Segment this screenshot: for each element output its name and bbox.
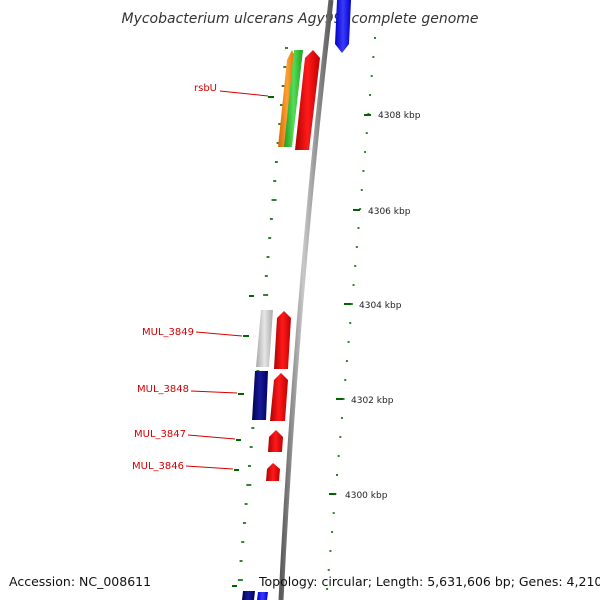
gene-label-MUL_3848: MUL_3848	[137, 384, 189, 395]
gene-label-MUL_3847: MUL_3847	[134, 429, 186, 440]
genome-backbone	[278, 0, 334, 600]
MUL_3847-leader-line	[187, 434, 236, 440]
accession-text: Accession: NC_008611	[9, 574, 152, 589]
feature-navy-3848	[252, 371, 268, 420]
MUL_3849-leader-line	[195, 331, 243, 337]
feature-red-3846	[266, 463, 280, 481]
feature-red-3849	[274, 311, 291, 369]
gene-label-MUL_3849: MUL_3849	[142, 327, 194, 338]
MUL_3848-leader-line	[190, 390, 238, 394]
MUL_3846-leader-line	[185, 465, 234, 470]
feature-grey-3849	[256, 310, 273, 367]
feature-blue-bottom	[257, 592, 268, 600]
rsbU-leader-line	[219, 90, 269, 97]
kbp-tick-marks	[329, 114, 371, 495]
feature-green	[284, 50, 303, 147]
feature-red-3847	[268, 430, 283, 452]
gene-label-MUL_3846: MUL_3846	[132, 461, 184, 472]
kbp-label-4304: 4304 kbp	[359, 301, 402, 311]
feature-red-cds-large	[295, 50, 320, 150]
topology-text: Topology: circular; Length: 5,631,606 bp…	[259, 574, 600, 589]
gene-label-rsbU: rsbU	[194, 83, 217, 94]
outer-tick-marks	[232, 47, 288, 587]
feature-navy-bottom	[242, 591, 255, 600]
feature-red-3848	[270, 373, 288, 421]
map-title: Mycobacterium ulcerans Agy99, complete g…	[121, 11, 478, 27]
kbp-label-4308: 4308 kbp	[378, 111, 421, 121]
kbp-label-4300: 4300 kbp	[345, 491, 388, 501]
feature-blue-top	[335, 0, 351, 53]
inner-tick-marks	[326, 37, 376, 590]
kbp-label-4306: 4306 kbp	[368, 207, 411, 217]
kbp-label-4302: 4302 kbp	[351, 396, 394, 406]
